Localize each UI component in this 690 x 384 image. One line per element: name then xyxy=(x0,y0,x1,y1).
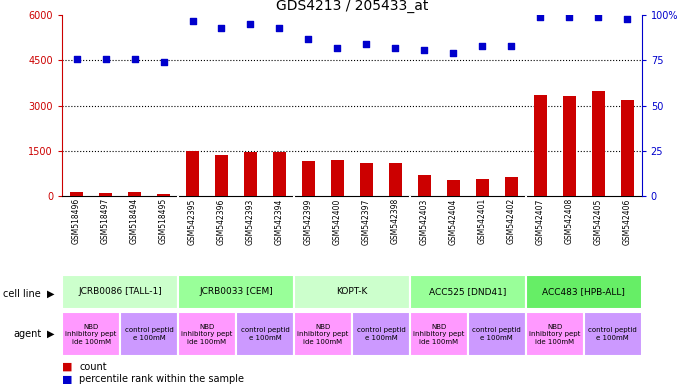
Point xyxy=(158,59,169,65)
Text: NBD
inhibitory pept
ide 100mM: NBD inhibitory pept ide 100mM xyxy=(66,324,117,344)
Point xyxy=(71,56,82,62)
Bar xyxy=(120,312,178,356)
Text: count: count xyxy=(79,362,107,372)
Bar xyxy=(273,152,286,196)
Bar xyxy=(99,192,112,196)
Bar xyxy=(62,312,120,356)
Bar xyxy=(178,275,294,309)
Text: NBD
inhibitory pept
ide 100mM: NBD inhibitory pept ide 100mM xyxy=(297,324,348,344)
Text: GSM542396: GSM542396 xyxy=(217,198,226,245)
Text: percentile rank within the sample: percentile rank within the sample xyxy=(79,374,244,384)
Bar xyxy=(534,95,546,196)
Text: GSM518497: GSM518497 xyxy=(101,198,110,244)
Text: GSM542405: GSM542405 xyxy=(593,198,603,245)
Bar xyxy=(592,91,604,196)
Point xyxy=(448,50,459,56)
Point xyxy=(303,36,314,42)
Bar xyxy=(236,312,294,356)
Point xyxy=(535,14,546,20)
Text: GSM542393: GSM542393 xyxy=(246,198,255,245)
Text: ■: ■ xyxy=(62,374,72,384)
Bar xyxy=(418,175,431,196)
Point xyxy=(361,41,372,47)
Text: control peptid
e 100mM: control peptid e 100mM xyxy=(589,327,637,341)
Text: JCRB0086 [TALL-1]: JCRB0086 [TALL-1] xyxy=(78,287,162,296)
Text: GSM542395: GSM542395 xyxy=(188,198,197,245)
Bar xyxy=(476,179,489,196)
Text: KOPT-K: KOPT-K xyxy=(336,287,368,296)
Bar xyxy=(331,161,344,196)
Text: GSM542406: GSM542406 xyxy=(622,198,632,245)
Point xyxy=(593,14,604,20)
Text: GSM518494: GSM518494 xyxy=(130,198,139,244)
Text: agent: agent xyxy=(14,329,42,339)
Text: ACC483 [HPB-ALL]: ACC483 [HPB-ALL] xyxy=(542,287,625,296)
Point xyxy=(390,45,401,51)
Text: ▶: ▶ xyxy=(47,329,55,339)
Text: NBD
inhibitory pept
ide 100mM: NBD inhibitory pept ide 100mM xyxy=(529,324,580,344)
Point xyxy=(274,25,285,31)
Point xyxy=(506,43,517,49)
Text: GSM542403: GSM542403 xyxy=(420,198,429,245)
Bar xyxy=(526,312,584,356)
Text: GSM542397: GSM542397 xyxy=(362,198,371,245)
Text: cell line: cell line xyxy=(3,289,41,299)
Point xyxy=(216,25,227,31)
Text: GSM542401: GSM542401 xyxy=(477,198,487,244)
Bar xyxy=(410,275,526,309)
Bar xyxy=(468,312,526,356)
Text: GSM542402: GSM542402 xyxy=(506,198,516,244)
Bar xyxy=(563,96,575,196)
Text: control peptid
e 100mM: control peptid e 100mM xyxy=(125,327,173,341)
Point xyxy=(332,45,343,51)
Bar xyxy=(389,163,402,196)
Bar xyxy=(410,312,468,356)
Text: NBD
inhibitory pept
ide 100mM: NBD inhibitory pept ide 100mM xyxy=(181,324,233,344)
Text: GSM542404: GSM542404 xyxy=(448,198,458,245)
Point xyxy=(419,46,430,53)
Text: GSM518495: GSM518495 xyxy=(159,198,168,244)
Bar xyxy=(505,177,518,196)
Bar xyxy=(302,161,315,196)
Text: ▶: ▶ xyxy=(47,289,55,299)
Text: NBD
inhibitory pept
ide 100mM: NBD inhibitory pept ide 100mM xyxy=(413,324,464,344)
Point xyxy=(622,16,633,22)
Bar xyxy=(294,312,352,356)
Bar xyxy=(157,194,170,196)
Point xyxy=(564,14,575,20)
Bar xyxy=(584,312,642,356)
Text: ■: ■ xyxy=(62,362,72,372)
Point xyxy=(245,22,256,28)
Text: control peptid
e 100mM: control peptid e 100mM xyxy=(357,327,405,341)
Text: JCRB0033 [CEM]: JCRB0033 [CEM] xyxy=(199,287,273,296)
Bar xyxy=(62,275,178,309)
Bar xyxy=(352,312,410,356)
Point xyxy=(477,43,488,49)
Text: GSM542399: GSM542399 xyxy=(304,198,313,245)
Text: ACC525 [DND41]: ACC525 [DND41] xyxy=(429,287,506,296)
Bar xyxy=(294,275,410,309)
Bar xyxy=(447,180,460,196)
Text: GSM542407: GSM542407 xyxy=(535,198,545,245)
Bar xyxy=(360,163,373,196)
Bar xyxy=(128,192,141,196)
Bar xyxy=(178,312,236,356)
Bar xyxy=(244,152,257,196)
Text: GSM518496: GSM518496 xyxy=(72,198,81,244)
Text: control peptid
e 100mM: control peptid e 100mM xyxy=(473,327,521,341)
Bar xyxy=(186,151,199,196)
Bar xyxy=(621,100,633,196)
Point xyxy=(187,18,198,24)
Text: GSM542408: GSM542408 xyxy=(564,198,574,244)
Text: control peptid
e 100mM: control peptid e 100mM xyxy=(241,327,289,341)
Text: GSM542400: GSM542400 xyxy=(333,198,342,245)
Bar xyxy=(70,192,83,196)
Point xyxy=(100,56,111,62)
Point xyxy=(129,56,140,62)
Title: GDS4213 / 205433_at: GDS4213 / 205433_at xyxy=(276,0,428,13)
Text: GSM542394: GSM542394 xyxy=(275,198,284,245)
Bar xyxy=(215,155,228,196)
Text: GSM542398: GSM542398 xyxy=(391,198,400,244)
Bar xyxy=(526,275,642,309)
